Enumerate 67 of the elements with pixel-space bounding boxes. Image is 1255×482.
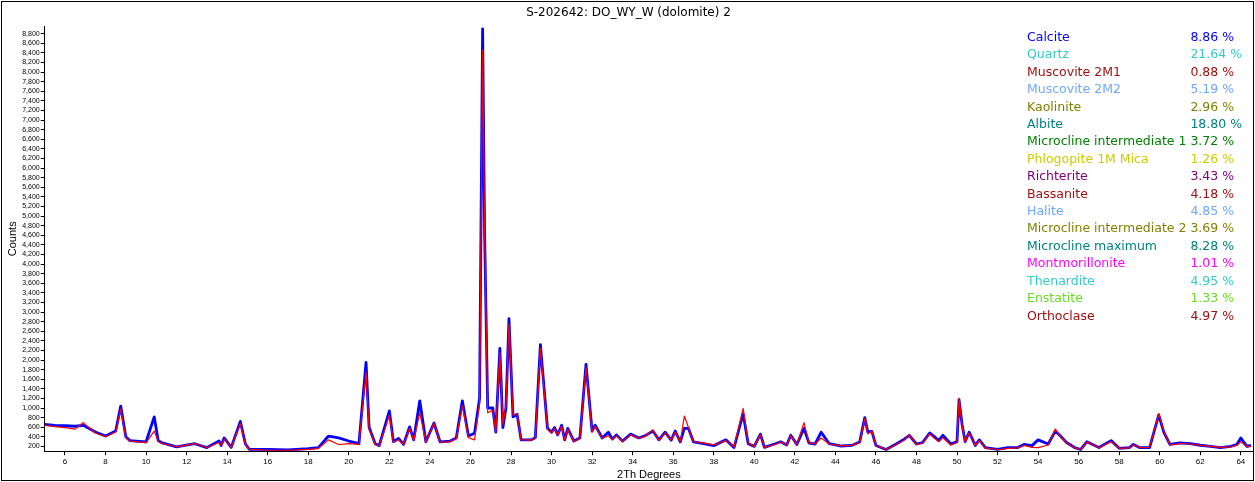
- x-axis-title: 2Th Degrees: [617, 468, 682, 481]
- category-label: Albite: [1027, 115, 1065, 133]
- x-tick-label: 56: [1074, 457, 1084, 467]
- text: 8.28 %: [1190, 237, 1235, 253]
- category-label: Bassanite: [1027, 184, 1089, 203]
- x-tick-label: 40: [749, 457, 760, 467]
- x-tick-label: 26: [466, 457, 476, 467]
- chart-title: S-202642: DO_WY_W (dolomite) 2: [526, 5, 731, 20]
- text: 5.19 %: [1190, 81, 1235, 97]
- category-label: Microcline intermediate 2: [1027, 219, 1187, 237]
- category-label: Thenardite: [1027, 271, 1096, 290]
- x-tick-label: 54: [1033, 457, 1044, 467]
- x-tick-label: 34: [628, 457, 638, 467]
- x-tick-label: 50: [952, 457, 963, 467]
- x-tick-label: 58: [1114, 457, 1125, 467]
- x-tick-label: 52: [993, 457, 1003, 467]
- category-label: Microcline intermediate 1: [1027, 132, 1187, 150]
- x-tick-label: 44: [830, 457, 841, 467]
- text: 1.01 %: [1190, 255, 1235, 271]
- text: 8.86 %: [1190, 29, 1235, 44]
- x-tick-label: 12: [182, 457, 192, 467]
- category-label: Richterite: [1027, 167, 1089, 185]
- text: 21.64 %: [1190, 46, 1243, 62]
- category-label: Halite: [1027, 202, 1065, 220]
- category-label: Enstatite: [1027, 289, 1084, 307]
- category-label: Kaolinite: [1027, 97, 1083, 116]
- x-tick-label: 24: [425, 457, 435, 467]
- text: 3.69 %: [1190, 220, 1235, 236]
- text: 0.88 %: [1190, 63, 1235, 79]
- text: 3.43 %: [1190, 168, 1235, 184]
- category-label: Muscovite 2M1: [1027, 62, 1122, 81]
- x-tick-label: 20: [344, 457, 354, 467]
- x-tick-label: 38: [709, 457, 719, 467]
- x-tick-label: 6: [62, 457, 68, 467]
- text: 3.72 %: [1190, 133, 1235, 149]
- category-label: Montmorillonite: [1027, 254, 1127, 272]
- x-tick-label: 10: [141, 457, 152, 467]
- text: 1.26 %: [1190, 150, 1235, 166]
- x-tick-label: 64: [1236, 457, 1246, 467]
- category-label: Quartz: [1027, 45, 1071, 63]
- y-axis-title: Counts: [5, 220, 18, 257]
- text: 18.80 %: [1190, 116, 1243, 132]
- x-tick-label: 60: [1155, 457, 1165, 467]
- x-tick-label: 48: [912, 457, 922, 467]
- category-label: Muscovite 2M2: [1027, 80, 1122, 98]
- x-tick-label: 8: [103, 457, 109, 467]
- x-tick-label: 30: [547, 457, 557, 467]
- text: 4.95 %: [1190, 272, 1235, 288]
- x-tick-label: 18: [303, 457, 314, 467]
- x-tick-label: 42: [790, 457, 800, 467]
- text: 4.18 %: [1190, 185, 1235, 201]
- x-tick-label: 14: [222, 457, 233, 467]
- text: 4.97 %: [1190, 307, 1235, 323]
- text: 2.96 %: [1190, 98, 1235, 114]
- text: 1.33 %: [1190, 290, 1235, 306]
- category-label: Calcite: [1027, 28, 1071, 46]
- x-tick-label: 28: [506, 457, 516, 467]
- x-tick-label: 16: [263, 457, 273, 467]
- x-tick-label: 22: [384, 457, 395, 467]
- category-label: Orthoclase: [1027, 306, 1096, 324]
- category-label: Microcline maximum: [1027, 236, 1159, 255]
- category-label: Phlogopite 1M Mica: [1027, 149, 1150, 168]
- x-tick-label: 46: [871, 457, 881, 467]
- x-tick-label: 36: [668, 457, 679, 467]
- text: 4.85 %: [1190, 203, 1235, 219]
- x-tick-label: 62: [1195, 457, 1206, 467]
- x-tick-label: 32: [587, 457, 598, 467]
